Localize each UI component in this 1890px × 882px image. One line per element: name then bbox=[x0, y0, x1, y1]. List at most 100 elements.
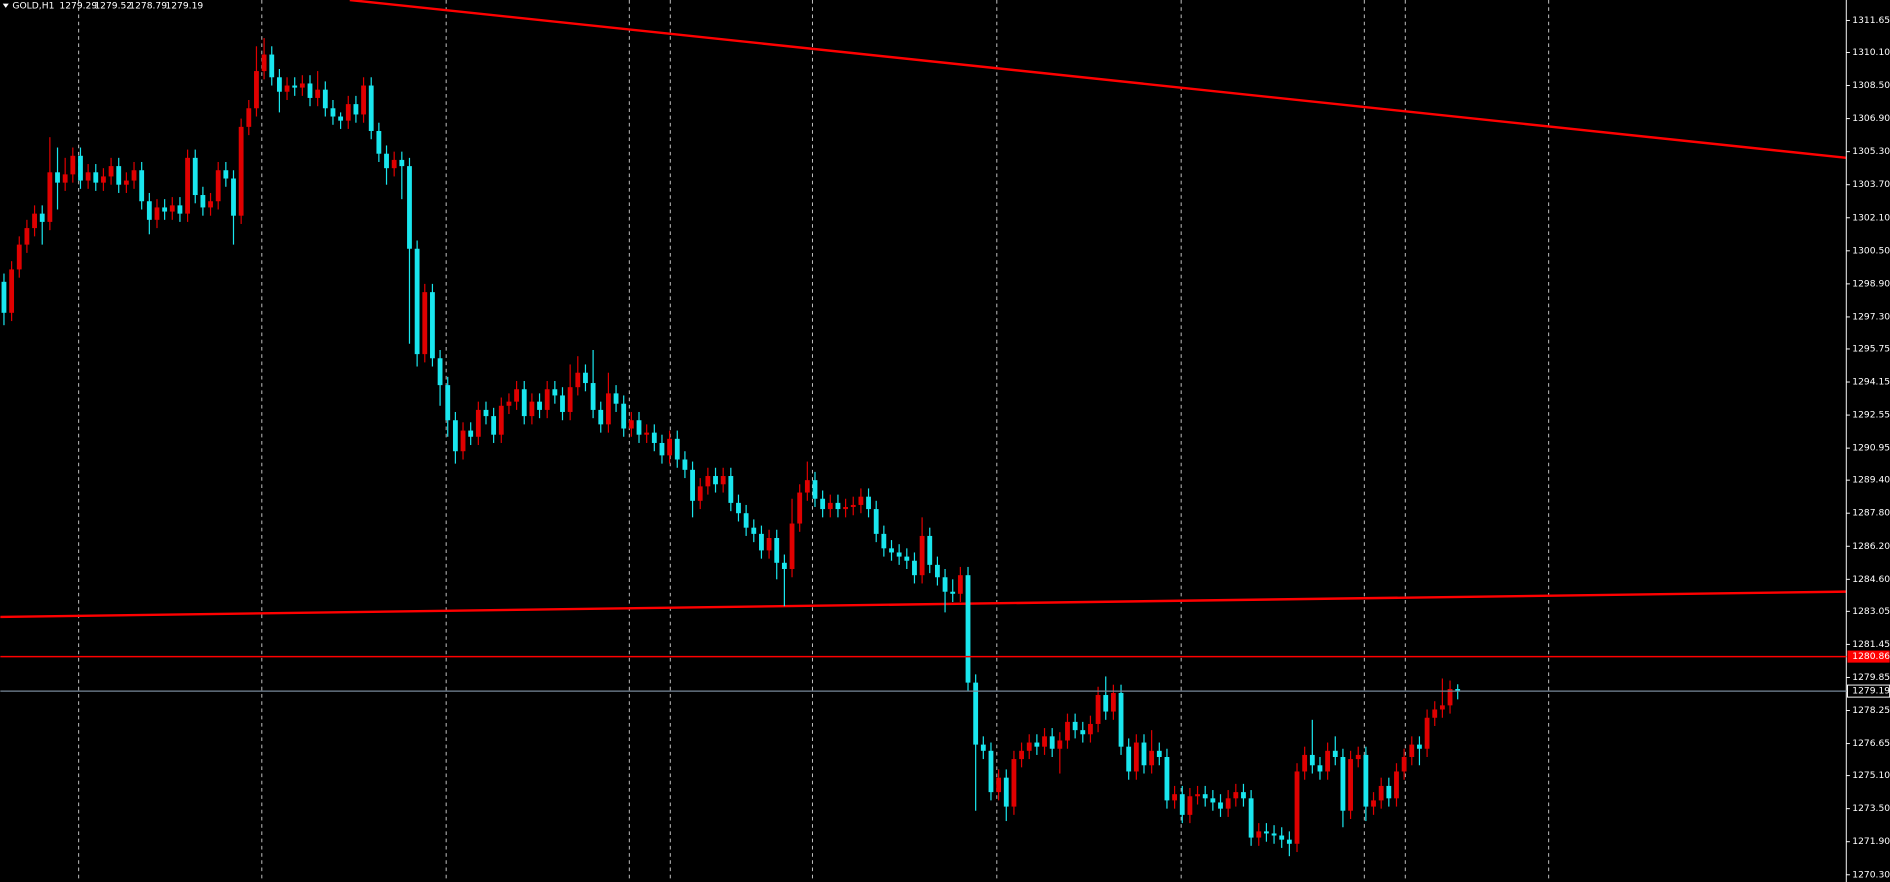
price-level-tag bbox=[1847, 650, 1890, 663]
candle-body bbox=[146, 201, 152, 220]
candle-body bbox=[460, 430, 466, 452]
y-tick-label: 1281.45 bbox=[1852, 640, 1890, 650]
candle-body bbox=[246, 108, 252, 127]
candle-body bbox=[1409, 744, 1415, 758]
y-tick-label: 1292.55 bbox=[1852, 411, 1890, 421]
candle-body bbox=[238, 126, 244, 216]
candle-body bbox=[651, 432, 657, 443]
candle-body bbox=[131, 170, 137, 181]
y-tick-label: 1284.60 bbox=[1852, 575, 1890, 585]
candle-body bbox=[881, 533, 887, 549]
y-tick-label: 1290.95 bbox=[1852, 444, 1890, 454]
candle-body bbox=[980, 744, 986, 751]
candle-body bbox=[728, 476, 734, 503]
candle-body bbox=[1034, 742, 1040, 747]
candle-body bbox=[575, 372, 581, 388]
candle-body bbox=[812, 480, 818, 499]
candle-body bbox=[690, 469, 695, 501]
candle-body bbox=[912, 560, 917, 576]
candle-body bbox=[1080, 730, 1086, 735]
y-tick-label: 1308.50 bbox=[1852, 81, 1890, 91]
candle-body bbox=[720, 476, 726, 485]
candle-body bbox=[843, 507, 849, 510]
candle-body bbox=[185, 157, 190, 214]
candle-body bbox=[483, 409, 489, 417]
candle-body bbox=[1424, 717, 1430, 749]
candle-body bbox=[1065, 721, 1070, 741]
candle-body bbox=[192, 157, 198, 196]
candle-body bbox=[1172, 794, 1178, 801]
candle-body bbox=[445, 385, 451, 421]
candle-body bbox=[16, 244, 22, 270]
y-tick-label: 1303.70 bbox=[1852, 180, 1890, 190]
candle-body bbox=[123, 180, 129, 185]
candle-body bbox=[1164, 757, 1170, 801]
candle-body bbox=[1110, 692, 1116, 712]
candle-body bbox=[1439, 705, 1445, 710]
candle-body bbox=[307, 83, 313, 98]
candle-body bbox=[414, 248, 420, 355]
candle-body bbox=[598, 409, 604, 425]
candle-body bbox=[284, 85, 290, 92]
candle-body bbox=[391, 159, 397, 169]
candle-body bbox=[78, 155, 83, 181]
candle-body bbox=[1072, 721, 1078, 731]
candle-body bbox=[1210, 798, 1216, 803]
candle-body bbox=[1264, 831, 1269, 834]
candle-body bbox=[965, 575, 971, 683]
candle-body bbox=[521, 389, 527, 417]
trendline bbox=[349, 0, 1847, 160]
candle-body bbox=[261, 54, 267, 72]
candle-body bbox=[1279, 835, 1285, 840]
candle-body bbox=[468, 430, 474, 437]
candle-body bbox=[1432, 709, 1438, 718]
candle-body bbox=[1195, 794, 1200, 797]
candle-body bbox=[781, 562, 787, 569]
candle-body bbox=[736, 502, 741, 514]
candle-body bbox=[55, 172, 60, 183]
candle-body bbox=[789, 523, 795, 569]
candle-body bbox=[1309, 754, 1315, 766]
candle-body bbox=[529, 401, 535, 417]
candle-body bbox=[269, 54, 275, 78]
candle-body bbox=[1049, 736, 1055, 749]
candle-body bbox=[1133, 742, 1139, 772]
candle-body bbox=[766, 538, 772, 551]
candle-body bbox=[1057, 740, 1063, 749]
candle-body bbox=[835, 502, 841, 510]
candle-body bbox=[162, 207, 168, 212]
candle-body bbox=[713, 476, 718, 485]
y-tick-label: 1270.30 bbox=[1852, 870, 1890, 880]
candle-body bbox=[101, 176, 106, 183]
candle-body bbox=[1026, 742, 1032, 751]
y-tick-label: 1302.10 bbox=[1852, 213, 1890, 223]
candle-body bbox=[866, 496, 871, 510]
candle-body bbox=[475, 409, 481, 437]
symbol-title: GOLD,H1 bbox=[12, 2, 54, 12]
candle-body bbox=[759, 533, 764, 551]
candle-body bbox=[674, 438, 680, 460]
candle-body bbox=[1348, 759, 1353, 811]
candle-body bbox=[628, 420, 634, 429]
candle-body bbox=[1271, 833, 1277, 836]
candle-body bbox=[636, 420, 642, 435]
candle-body bbox=[1401, 757, 1407, 772]
candle-body bbox=[1225, 798, 1231, 809]
candle-body bbox=[1233, 792, 1239, 799]
header-low: 1278.79 bbox=[129, 2, 167, 12]
candle-body bbox=[93, 172, 99, 183]
symbol-menu-arrow[interactable] bbox=[2, 3, 9, 8]
candle-body bbox=[560, 395, 565, 412]
candle-body bbox=[1371, 800, 1376, 807]
candle-body bbox=[1003, 777, 1009, 807]
candle-body bbox=[1156, 750, 1162, 758]
candle-body bbox=[498, 405, 504, 435]
candle-body bbox=[705, 476, 711, 487]
candle-body bbox=[896, 552, 902, 557]
candle-body bbox=[988, 750, 994, 793]
y-tick-label: 1278.25 bbox=[1852, 706, 1890, 716]
candle-body bbox=[1386, 785, 1392, 799]
candle-body bbox=[973, 682, 979, 745]
